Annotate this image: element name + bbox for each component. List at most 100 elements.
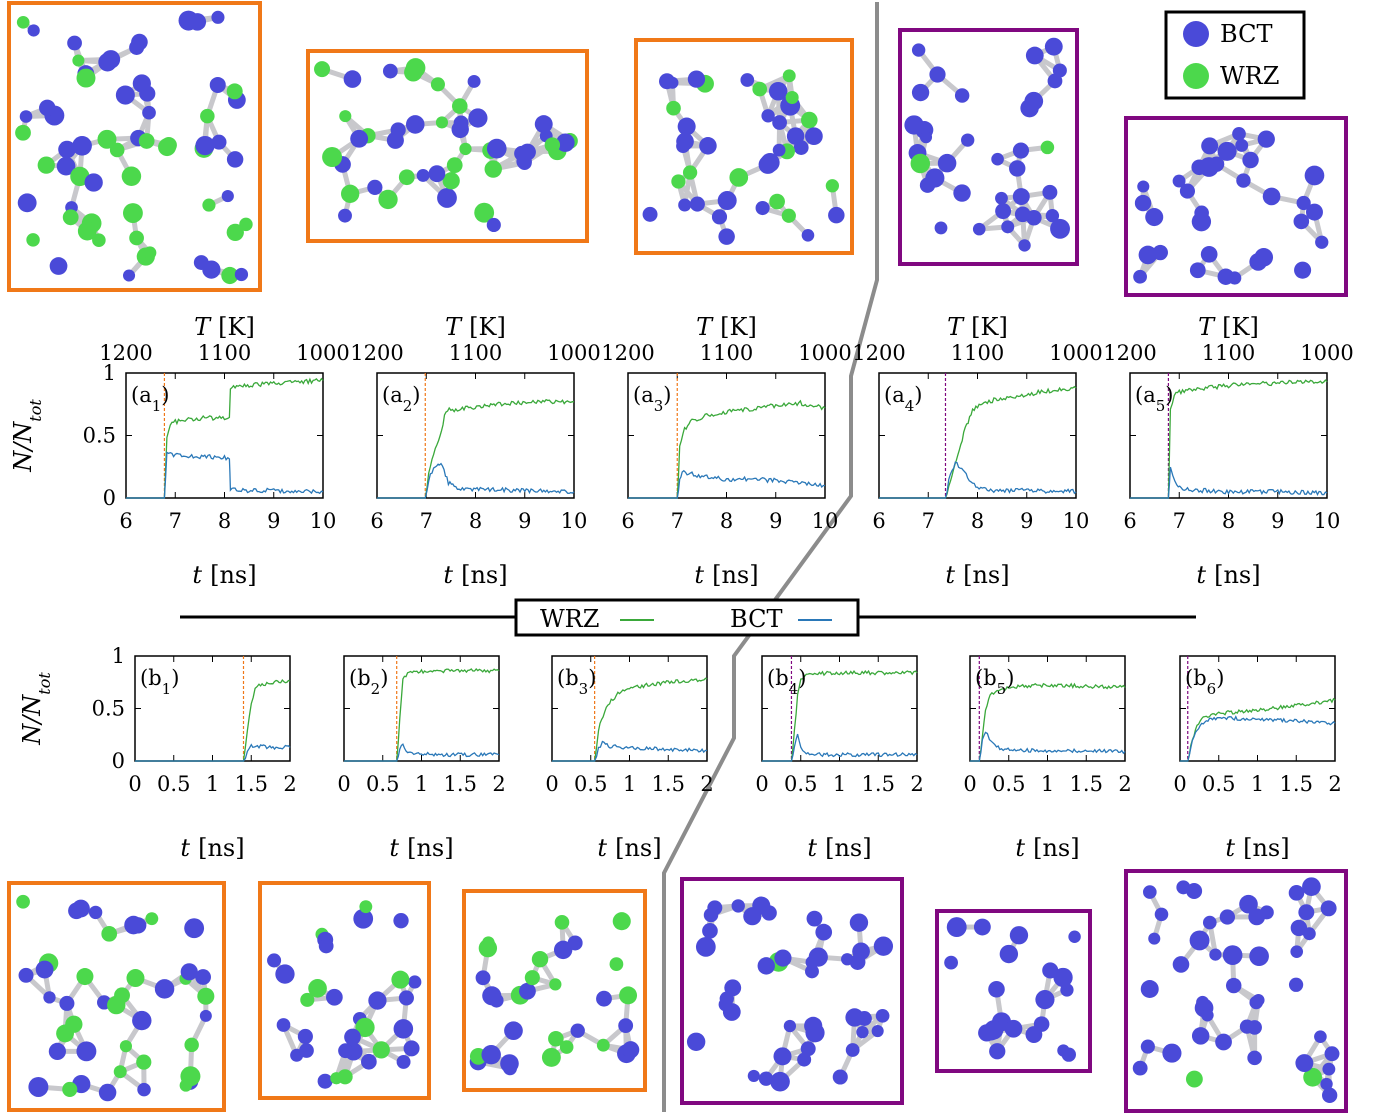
bct-atom xyxy=(154,979,175,999)
wrz-atom-icon xyxy=(1183,63,1209,89)
series-line-wrz xyxy=(879,385,1077,499)
bct-atom xyxy=(1232,127,1246,141)
bct-atom xyxy=(1239,1019,1255,1034)
bct-atom xyxy=(1225,977,1242,994)
panel-label-sub: 2 xyxy=(403,397,413,415)
bct-atom xyxy=(58,140,76,159)
bct-atom xyxy=(596,990,612,1007)
wrz-atom xyxy=(1185,1070,1203,1088)
bct-atom xyxy=(1252,994,1265,1007)
wrz-atom xyxy=(442,172,460,190)
bct-atom xyxy=(773,1047,792,1066)
bct-atom xyxy=(486,138,507,159)
bct-atom xyxy=(1137,180,1150,193)
bct-atom xyxy=(398,990,414,1006)
x-tick-label: 8 xyxy=(1222,509,1235,533)
series-line-bct xyxy=(762,733,918,762)
panel-label-main: (b xyxy=(767,666,789,690)
x-tick-label: 6 xyxy=(872,509,885,533)
bct-atom xyxy=(49,257,68,275)
bct-atom xyxy=(489,993,504,1008)
wrz-atom xyxy=(729,168,749,187)
y-tick-label: 1 xyxy=(103,361,116,385)
bct-atom xyxy=(184,918,205,939)
legend-bct-label: BCT xyxy=(730,605,782,633)
x-axis-var: t xyxy=(807,834,817,862)
bct-atom xyxy=(1202,915,1217,930)
wrz-atom xyxy=(372,1041,390,1059)
panel-label-close: ) xyxy=(380,666,388,690)
panel-label-close: ) xyxy=(1216,666,1224,690)
chart-panel-a2: 6 7 8 9 10 1200 1100 1000 T [K] t [ns] (a2) xyxy=(350,313,600,589)
wrz-atom xyxy=(136,1054,152,1070)
x-tick-label: 2 xyxy=(492,772,505,796)
bct-atom xyxy=(1314,1030,1327,1043)
panel-label-main: (a xyxy=(884,383,905,407)
snapshot-row-top xyxy=(7,1,1348,297)
bct-atom xyxy=(1014,206,1031,223)
series-line-wrz xyxy=(377,398,575,499)
bct-atom xyxy=(988,980,1005,998)
bct-atom xyxy=(999,944,1019,964)
bct-atom xyxy=(437,188,457,208)
bct-atom xyxy=(129,39,145,55)
wrz-atom xyxy=(769,193,785,210)
bct-atom-icon xyxy=(1183,21,1209,47)
x-tick-label: 0.5 xyxy=(574,772,607,796)
bct-atom xyxy=(1025,1026,1043,1043)
wrz-atom xyxy=(126,969,145,988)
wrz-atom xyxy=(612,912,631,931)
x-tick-label: 6 xyxy=(621,509,634,533)
bct-atom xyxy=(911,83,930,102)
panel-label-main: (b xyxy=(1185,666,1207,690)
x-tick-label: 7 xyxy=(922,509,935,533)
wrz-atom xyxy=(226,83,243,100)
x-tick-label: 1 xyxy=(206,772,219,796)
top-tick-label: 1000 xyxy=(547,341,600,365)
bct-atom xyxy=(689,196,705,212)
wrz-atom xyxy=(559,1040,574,1054)
bct-atom xyxy=(1068,930,1081,943)
bct-atom xyxy=(416,169,430,182)
x-tick-label: 2 xyxy=(1328,772,1341,796)
bct-atom xyxy=(919,131,933,144)
x-tick-label: 1 xyxy=(1251,772,1264,796)
bct-atom xyxy=(1191,1027,1210,1045)
panel-label-b6: (b6) xyxy=(1185,666,1224,698)
bct-atom xyxy=(27,24,40,37)
bct-atom xyxy=(1304,165,1325,186)
wrz-atom xyxy=(202,198,216,212)
bct-atom xyxy=(101,50,121,69)
bct-atom xyxy=(234,267,249,282)
bct-atom xyxy=(338,1043,354,1059)
bct-atom xyxy=(845,1043,860,1057)
x-tick-label: 0.5 xyxy=(992,772,1025,796)
x-axis-var: t xyxy=(597,834,607,862)
panel-label-main: (a xyxy=(633,383,654,407)
bct-atom xyxy=(1322,1087,1338,1103)
x-tick-label: 1 xyxy=(623,772,636,796)
wrz-atom xyxy=(544,137,561,153)
bct-atom xyxy=(849,954,866,970)
panel-label-sub: 2 xyxy=(371,680,381,698)
bct-atom xyxy=(995,191,1008,205)
wrz-atom xyxy=(391,970,410,989)
wrz-atom xyxy=(404,63,423,82)
wrz-atom xyxy=(446,157,463,174)
bct-atom xyxy=(1140,980,1159,998)
panel-label-sub: 1 xyxy=(162,680,172,698)
bct-atom xyxy=(115,85,135,105)
bct-atom xyxy=(832,1069,848,1085)
wrz-atom xyxy=(179,1079,193,1092)
bct-atom xyxy=(772,115,787,130)
chart-panel-b3: 0 0.5 1 1.5 2 t [ns] (b3) xyxy=(545,655,714,862)
bct-atom xyxy=(642,206,658,222)
wrz-atom xyxy=(825,179,840,193)
bct-atom xyxy=(1186,883,1203,900)
x-axis-unit: [ns] xyxy=(210,561,257,589)
bct-atom xyxy=(1012,188,1030,206)
x-tick-label: 1 xyxy=(1041,772,1054,796)
bct-atom xyxy=(743,907,762,926)
wrz-atom xyxy=(435,116,449,129)
bct-atom xyxy=(211,134,227,150)
